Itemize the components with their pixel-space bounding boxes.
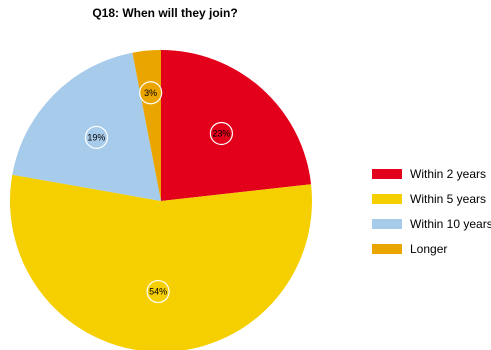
legend-label: Longer — [410, 241, 448, 256]
pie-slice — [10, 174, 312, 350]
legend-label: Within 2 years — [410, 166, 487, 181]
legend-label: Within 5 years — [410, 191, 487, 206]
legend-swatch — [372, 218, 402, 229]
pie-slice — [132, 50, 161, 201]
legend-label: Within 10 years — [410, 216, 491, 231]
legend-item: Within 10 years — [372, 211, 491, 236]
legend-swatch — [372, 193, 402, 204]
legend-item: Within 5 years — [372, 186, 491, 211]
legend-item: Longer — [372, 236, 491, 261]
legend-swatch — [372, 168, 402, 179]
data-label: 3% — [144, 88, 157, 98]
legend: Within 2 years Within 5 years Within 10 … — [372, 161, 491, 261]
data-label: 23% — [212, 128, 230, 138]
pie-slice — [161, 50, 312, 201]
legend-swatch — [372, 243, 402, 254]
data-label: 54% — [149, 287, 167, 297]
pie-chart: 23% 54% 19% 3% — [10, 50, 312, 350]
legend-item: Within 2 years — [372, 161, 491, 186]
chart-title: Q18: When will they join? — [92, 6, 238, 20]
data-label-ring — [209, 121, 234, 146]
data-label-ring — [84, 125, 109, 150]
data-label-ring — [146, 279, 170, 304]
pie-slice — [12, 52, 161, 202]
data-label-ring — [139, 81, 163, 105]
data-label: 19% — [87, 132, 105, 142]
